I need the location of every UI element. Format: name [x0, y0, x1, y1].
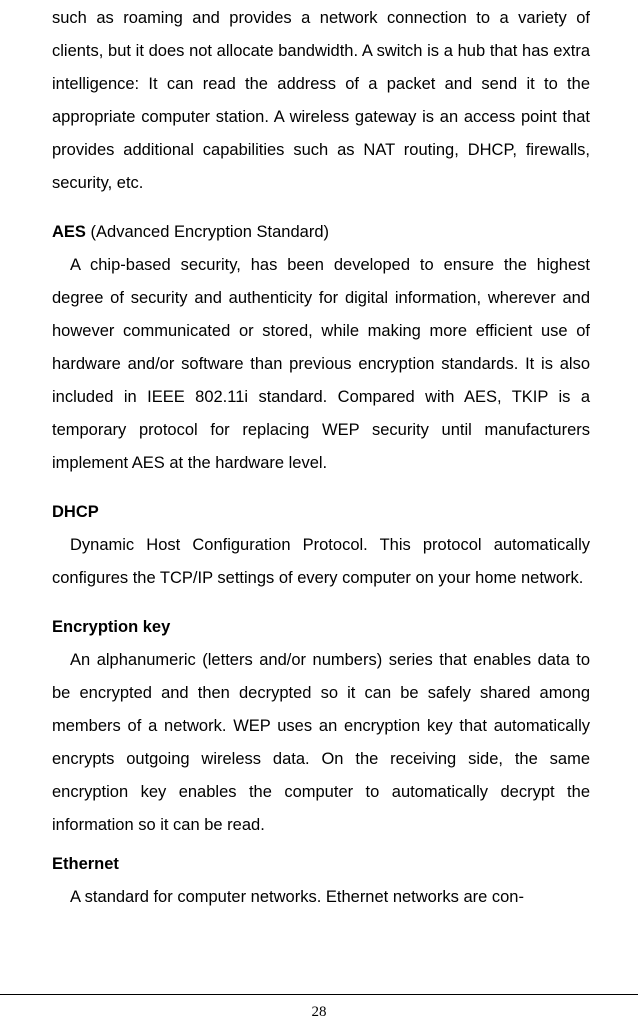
entry-ethernet-term: Ethernet: [52, 855, 119, 873]
entry-encryption-key-term: Encryption key: [52, 618, 170, 636]
entry-ethernet-term-line: Ethernet: [52, 848, 590, 881]
entry-aes-term-line: AES (Advanced Encryption Standard): [52, 216, 590, 249]
entry-encryption-key-term-line: Encryption key: [52, 611, 590, 644]
page-content: such as roaming and provides a network c…: [52, 2, 590, 914]
entry-dhcp-term: DHCP: [52, 503, 99, 521]
entry-dhcp-definition: Dynamic Host Configuration Protocol. Thi…: [52, 529, 590, 595]
entry-aes-definition: A chip-based security, has been develope…: [52, 249, 590, 480]
entry-aes-term-tail: (Advanced Encryption Standard): [86, 223, 329, 241]
entry-aes-term: AES: [52, 223, 86, 241]
entry-dhcp-term-line: DHCP: [52, 496, 590, 529]
intro-paragraph: such as roaming and provides a network c…: [52, 2, 590, 200]
entry-ethernet-definition: A standard for computer networks. Ethern…: [52, 881, 590, 914]
page-number: 28: [0, 1004, 638, 1021]
entry-encryption-key-definition: An alphanumeric (letters and/or numbers)…: [52, 644, 590, 842]
footer-divider: [0, 994, 638, 995]
